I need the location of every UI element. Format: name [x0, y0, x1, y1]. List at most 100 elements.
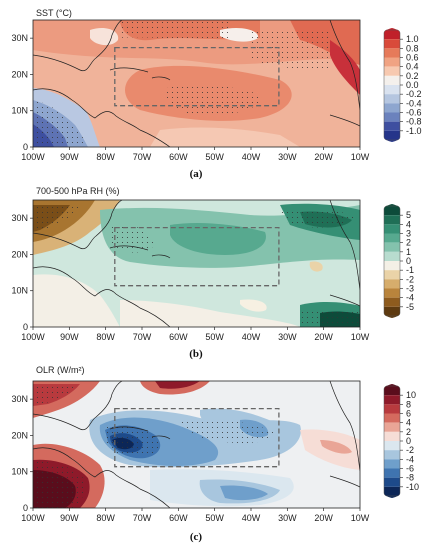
panel-b-title: 700-500 hPa RH (%) — [36, 186, 120, 196]
y-tick-label: 20N — [11, 249, 28, 259]
colorbar-label: -4 — [406, 454, 414, 464]
colorbar-label: -10 — [406, 482, 419, 492]
x-tick-label: 90W — [60, 332, 79, 342]
colorbar-swatch — [384, 384, 400, 396]
x-tick-label: 50W — [205, 513, 224, 523]
colorbar-swatch — [384, 441, 400, 451]
colorbar-label: 0.2 — [406, 71, 419, 81]
x-tick-label: 20W — [314, 513, 333, 523]
colorbar-label: 10 — [406, 390, 416, 400]
colorbar-label: -6 — [406, 464, 414, 474]
x-tick-label: 40W — [242, 513, 261, 523]
colorbar-swatch — [384, 477, 400, 487]
y-tick-label: 20N — [11, 430, 28, 440]
colorbar-label: 0.0 — [406, 80, 419, 90]
colorbar-swatch — [384, 395, 400, 405]
panel-c-title: OLR (W/m²) — [36, 365, 85, 375]
panel-a-axes: 100W 90W 80W 70W 60W 50W 40W 30W 20W 10W 0 10N 20N 30… — [11, 33, 369, 162]
panel-a-study-box — [114, 46, 280, 107]
colorbar-swatch — [384, 413, 400, 423]
colorbar-label: -2 — [406, 445, 414, 455]
colorbar-label: 2 — [406, 238, 411, 248]
colorbar-label: 5 — [406, 210, 411, 220]
panel-c-axes: 100W 90W 80W 70W 60W 50W 40W 30W 20W 10W 0 10N 20N 30… — [11, 394, 369, 523]
x-tick-label: 30W — [278, 152, 297, 162]
colorbar-label: 1 — [406, 247, 411, 257]
colorbar-label: 6 — [406, 409, 411, 419]
panel-a-title: SST (°C) — [36, 8, 72, 18]
colorbar-swatch — [384, 468, 400, 478]
y-tick-label: 0 — [23, 503, 28, 513]
colorbar-label: -0.4 — [406, 98, 422, 108]
colorbar-label: -2 — [406, 274, 414, 284]
colorbar-label: -4 — [406, 293, 414, 303]
colorbar-label: 3 — [406, 229, 411, 239]
colorbar-label: -1.0 — [406, 126, 422, 136]
y-tick-label: 10N — [11, 286, 28, 296]
x-tick-label: 90W — [60, 513, 79, 523]
panel-b-label: (b) — [189, 348, 203, 360]
y-tick-label: 30N — [11, 394, 28, 404]
colorbar-swatch — [384, 261, 400, 271]
x-tick-label: 60W — [169, 332, 188, 342]
colorbar-swatch — [384, 130, 400, 142]
panel-c-field — [33, 381, 360, 508]
x-tick-label: 10W — [351, 152, 370, 162]
panel-a-field — [33, 20, 360, 147]
panel-b-study-box — [114, 226, 280, 287]
colorbar-swatch — [384, 215, 400, 225]
x-tick-label: 20W — [314, 332, 333, 342]
colorbar-label: -0.6 — [406, 108, 422, 118]
panel-c-frame — [32, 380, 361, 509]
colorbar-swatch — [384, 404, 400, 414]
colorbar-label: 0.4 — [406, 62, 419, 72]
colorbar-label: -5 — [406, 302, 414, 312]
colorbar-label: -1 — [406, 265, 414, 275]
panel-c: OLR (W/m²) — [11, 365, 419, 543]
colorbar-label: -0.8 — [406, 117, 422, 127]
panel-c-title-text: OLR (W/m²) — [36, 365, 85, 375]
panel-b-axes: 100W 90W 80W 70W 60W 50W 40W 30W 20W 10W 0 10N 20N 30… — [11, 213, 369, 342]
panel-b: 700-500 hPa RH (%) — [11, 186, 414, 360]
x-tick-label: 100W — [21, 332, 45, 342]
colorbar-swatch — [384, 233, 400, 243]
y-tick-label: 10N — [11, 106, 28, 116]
colorbar-swatch — [384, 306, 400, 318]
colorbar-swatch — [384, 251, 400, 261]
y-tick-label: 20N — [11, 69, 28, 79]
colorbar-swatch — [384, 85, 400, 95]
x-tick-label: 40W — [242, 152, 261, 162]
colorbar-swatch — [384, 270, 400, 280]
colorbar-label: 0.8 — [406, 43, 419, 53]
colorbar-swatch — [384, 279, 400, 289]
colorbar-label: -0.2 — [406, 89, 422, 99]
colorbar-swatch — [384, 103, 400, 113]
colorbar-swatch — [384, 28, 400, 40]
panel-c-study-box — [114, 407, 280, 468]
x-tick-label: 20W — [314, 152, 333, 162]
x-tick-label: 10W — [351, 332, 370, 342]
colorbar-swatch — [384, 75, 400, 85]
colorbar-swatch — [384, 48, 400, 58]
x-tick-label: 90W — [60, 152, 79, 162]
colorbar-label: 8 — [406, 399, 411, 409]
x-tick-label: 50W — [205, 332, 224, 342]
panel-b-frame — [32, 199, 361, 328]
colorbar-swatch — [384, 204, 400, 216]
colorbar-swatch — [384, 450, 400, 460]
colorbar-swatch — [384, 224, 400, 234]
colorbar-swatch — [384, 297, 400, 307]
x-tick-label: 40W — [242, 332, 261, 342]
colorbar-label: 4 — [406, 219, 411, 229]
x-tick-label: 30W — [278, 513, 297, 523]
y-tick-label: 10N — [11, 467, 28, 477]
colorbar-swatch — [384, 57, 400, 67]
colorbar-swatch — [384, 112, 400, 122]
colorbar-label: 0.6 — [406, 53, 419, 63]
colorbar-label: 0 — [406, 256, 411, 266]
colorbar-swatch — [384, 121, 400, 131]
y-tick-label: 30N — [11, 213, 28, 223]
